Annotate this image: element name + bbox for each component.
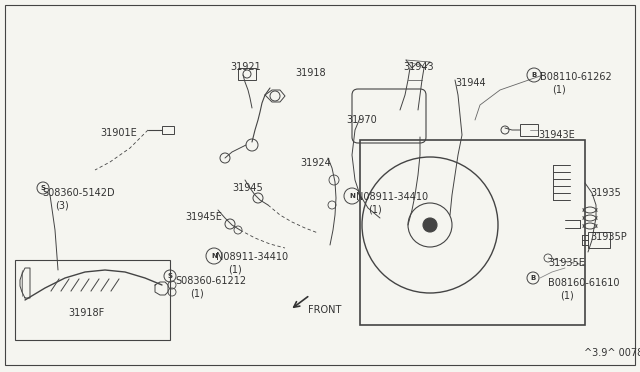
Text: N08911-34410: N08911-34410	[356, 192, 428, 202]
Text: S08360-5142D: S08360-5142D	[42, 188, 115, 198]
Text: 31945: 31945	[232, 183, 263, 193]
Bar	[588, 232, 610, 248]
Text: B08160-61610: B08160-61610	[548, 278, 620, 288]
Text: 31935: 31935	[590, 188, 621, 198]
Text: S: S	[168, 273, 173, 279]
Text: (1): (1)	[190, 288, 204, 298]
Bar	[520, 124, 538, 136]
Text: (1): (1)	[552, 84, 566, 94]
Text: FRONT: FRONT	[308, 305, 341, 315]
Text: (1): (1)	[228, 264, 242, 274]
Text: 31918: 31918	[295, 68, 326, 78]
Text: B: B	[531, 72, 536, 78]
Text: (1): (1)	[560, 290, 573, 300]
Text: (3): (3)	[55, 200, 68, 210]
Text: 31935P: 31935P	[590, 232, 627, 242]
Text: ^3.9^ 0078: ^3.9^ 0078	[584, 348, 640, 358]
Circle shape	[423, 218, 437, 232]
Text: 31944: 31944	[455, 78, 486, 88]
Text: 31924: 31924	[300, 158, 331, 168]
Text: N08911-34410: N08911-34410	[216, 252, 288, 262]
Bar	[162, 126, 174, 134]
Text: 31945E: 31945E	[185, 212, 222, 222]
Text: 31943E: 31943E	[538, 130, 575, 140]
Text: 31970: 31970	[346, 115, 377, 125]
Text: 31921: 31921	[230, 62, 260, 72]
Text: N: N	[349, 193, 355, 199]
Bar	[15, 260, 170, 340]
Text: B: B	[531, 275, 536, 281]
Text: 31901E: 31901E	[100, 128, 137, 138]
Text: 31918F: 31918F	[68, 308, 104, 318]
Text: S08360-61212: S08360-61212	[175, 276, 246, 286]
Text: B08110-61262: B08110-61262	[540, 72, 612, 82]
Text: S: S	[40, 185, 45, 191]
Bar	[360, 140, 585, 325]
Bar	[238, 68, 256, 80]
Text: N: N	[211, 253, 217, 259]
Text: 31943: 31943	[403, 62, 434, 72]
Text: 31935E: 31935E	[548, 258, 585, 268]
Text: (1): (1)	[368, 204, 381, 214]
